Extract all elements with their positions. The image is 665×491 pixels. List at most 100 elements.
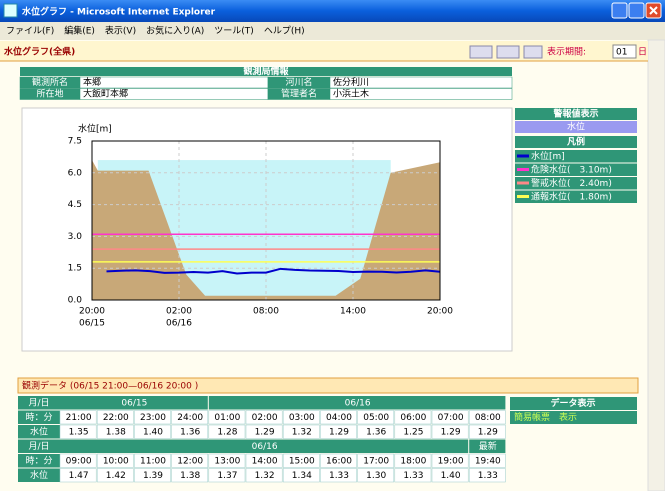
title-bar <box>0 0 665 22</box>
value-label: 1.47 <box>69 471 89 481</box>
value-cell <box>96 468 134 483</box>
time-cell <box>96 453 134 468</box>
data-display-header <box>510 397 637 410</box>
prev-button[interactable] <box>469 45 493 59</box>
time-cell <box>208 453 246 468</box>
row-label-cell <box>18 468 60 482</box>
maximize-button[interactable] <box>628 2 645 19</box>
latest-button[interactable] <box>523 45 543 59</box>
x-tick-label: 20:00 <box>79 307 105 317</box>
legend-header <box>515 136 637 148</box>
value-label: 1.33 <box>329 471 349 481</box>
row-label: 水位 <box>30 426 48 438</box>
value-label: 1.36 <box>180 428 200 438</box>
station-label: 河川名 <box>285 76 312 88</box>
report-button-text: 簡易帳票 表示 <box>514 411 577 423</box>
station-header <box>20 67 512 76</box>
value-label: 1.32 <box>255 471 275 481</box>
value-label: 1.35 <box>69 428 89 438</box>
report-button[interactable] <box>510 411 637 424</box>
time-cell <box>96 410 134 425</box>
x-tick-label: 08:00 <box>253 307 279 317</box>
time-cell <box>59 453 97 468</box>
value-cell <box>134 424 171 439</box>
alarm-header <box>515 108 637 120</box>
value-label: 1.34 <box>292 471 312 481</box>
menu-item[interactable]: お気に入り(A) <box>146 25 204 37</box>
time-cell <box>171 453 209 468</box>
value-cell <box>320 424 357 439</box>
value-label: 1.40 <box>441 471 461 481</box>
legend-label: 水位[m] <box>531 150 565 162</box>
time-cell <box>245 410 283 425</box>
scrollbar[interactable] <box>647 39 665 491</box>
time-label: 18:00 <box>400 457 426 467</box>
time-cell <box>134 453 171 468</box>
value-label: 1.28 <box>217 428 237 438</box>
value-cell <box>134 468 171 483</box>
menu-item[interactable]: 編集(E) <box>64 25 95 37</box>
alarm-button-text: 水位 <box>567 121 585 133</box>
ie-icon <box>3 3 18 18</box>
period-value[interactable]: 01 <box>616 48 627 58</box>
time-label: 07:00 <box>438 413 464 423</box>
time-cell <box>245 453 283 468</box>
value-label: 1.29 <box>441 428 461 438</box>
value-cell <box>245 468 283 483</box>
time-label: 03:00 <box>289 413 315 423</box>
value-label: 1.36 <box>366 428 386 438</box>
time-cell <box>431 453 469 468</box>
value-label: 1.29 <box>329 428 349 438</box>
x-tick-label: 02:00 <box>166 307 192 317</box>
period-label: 表示期間: <box>547 46 586 58</box>
time-label: 19:40 <box>475 457 501 467</box>
value-cell <box>394 424 432 439</box>
time-cell <box>357 410 395 425</box>
menu-item[interactable]: 表示(V) <box>105 25 136 37</box>
menu-item[interactable]: ヘルプ(H) <box>264 26 305 37</box>
time-cell <box>320 453 357 468</box>
value-label: 1.39 <box>143 471 163 481</box>
y-axis-label: 水位[m] <box>78 123 112 135</box>
time-label: 08:00 <box>475 413 501 423</box>
menu-item[interactable]: ツール(T) <box>214 27 254 37</box>
alarm-button[interactable] <box>515 121 637 133</box>
value-cell <box>320 468 357 483</box>
time-cell <box>282 410 320 425</box>
station-value: 佐分利川 <box>333 76 369 88</box>
time-label: 02:00 <box>252 413 278 423</box>
time-label: 21:00 <box>66 413 92 423</box>
legend-row <box>515 150 637 163</box>
time-cell <box>320 410 357 425</box>
y-tick-label: 7.5 <box>68 137 82 147</box>
legend-row <box>515 177 637 190</box>
window-title: 水位グラフ - Microsoft Internet Explorer <box>22 6 216 18</box>
menu-item[interactable]: ファイル(F) <box>6 27 54 37</box>
time-label: 11:00 <box>140 457 166 467</box>
time-label: 19:00 <box>438 457 464 467</box>
time-label: 01:00 <box>214 413 240 423</box>
legend-label: 危険水位( 3.10m) <box>531 164 612 176</box>
data-section-title: 観測データ (06/15 21:00—06/16 20:00 ) <box>22 380 198 392</box>
legend-row <box>515 163 637 176</box>
minimize-button[interactable] <box>611 2 628 19</box>
value-cell <box>59 468 97 483</box>
time-cell <box>468 453 506 468</box>
period-select[interactable] <box>612 44 637 59</box>
station-header-text: 観測局情報 <box>243 65 289 77</box>
time-cell <box>468 410 506 425</box>
legend-header-text: 凡例 <box>566 136 585 148</box>
time-label: 23:00 <box>140 413 166 423</box>
value-label: 1.42 <box>106 471 126 481</box>
value-cell <box>245 424 283 439</box>
plot-frame <box>91 140 441 301</box>
row-label-cell <box>18 396 60 410</box>
value-cell <box>431 468 469 483</box>
next-button[interactable] <box>496 45 520 59</box>
x-tick-label: 20:00 <box>427 307 453 317</box>
station-value-cell <box>79 76 269 89</box>
time-label: 13:00 <box>214 457 240 467</box>
x-date-label: 06/15 <box>79 319 105 329</box>
date-cell <box>469 439 506 453</box>
